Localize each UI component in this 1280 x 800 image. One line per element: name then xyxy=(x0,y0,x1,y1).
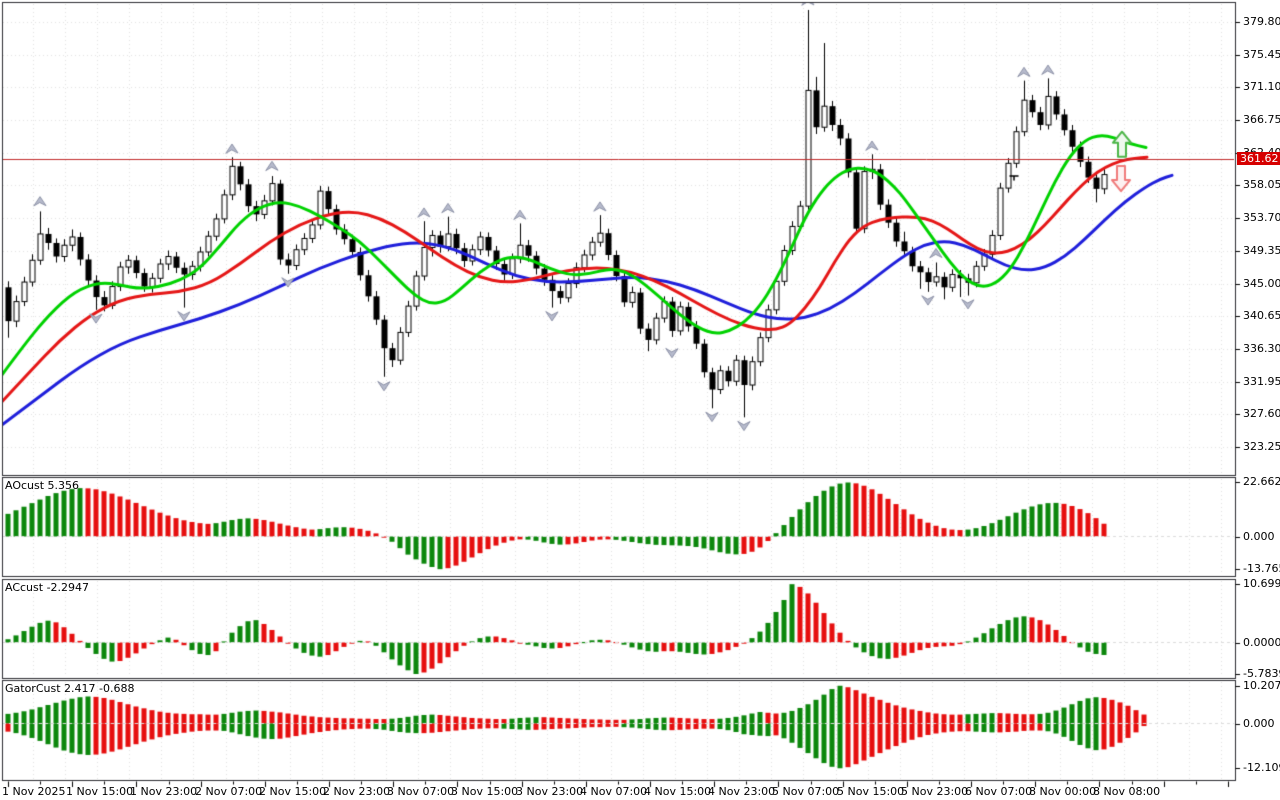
indicator-label-ao: AOcust 5.356 xyxy=(5,479,80,492)
indicator-label-ac: ACcust -2.2947 xyxy=(5,581,90,594)
current-price-badge: 361.62 xyxy=(1237,152,1280,165)
indicator-label-gator: GatorCust 2.417 -0.688 xyxy=(5,682,135,695)
